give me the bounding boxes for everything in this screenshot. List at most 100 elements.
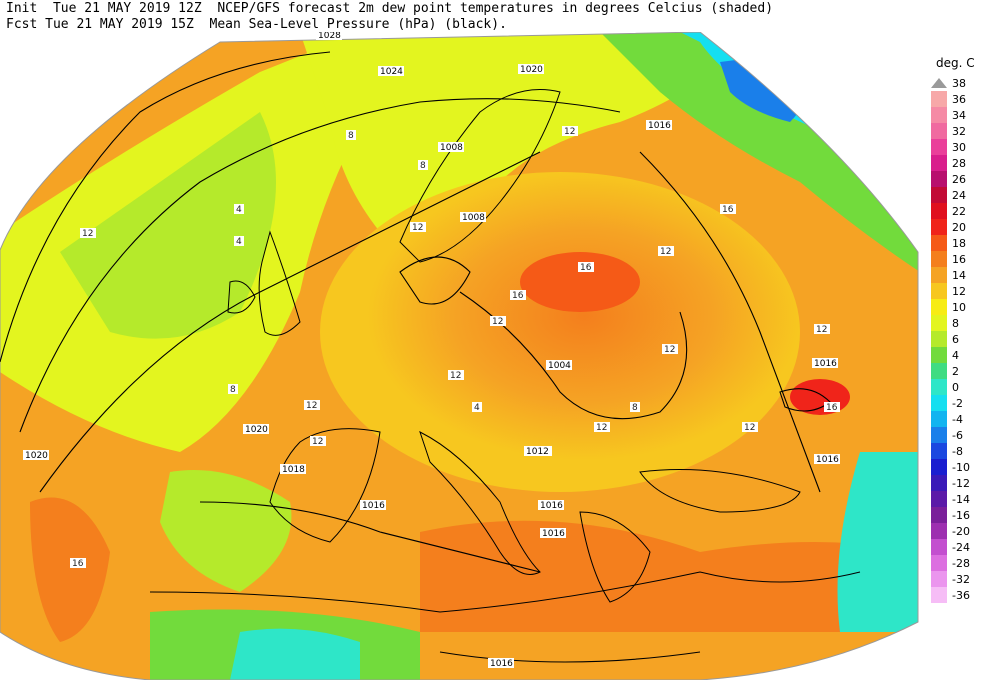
legend-swatch — [931, 411, 947, 427]
isobar-label: 1020 — [518, 64, 544, 75]
legend-label: 38 — [952, 77, 966, 90]
svg-text:1004: 1004 — [548, 361, 571, 371]
atlantic-green — [60, 112, 276, 339]
isobar-1008 — [399, 256, 471, 305]
isobar-labels: 1028 1024 1020 1020 1016 1012 1008 1004 1008 1016… — [23, 32, 840, 669]
legend-swatch — [931, 523, 947, 539]
legend-swatch — [931, 139, 947, 155]
legend-label: -4 — [952, 413, 963, 426]
dewpoint-label: 12 — [658, 246, 674, 257]
dewpoint-label: 8 — [228, 384, 238, 395]
legend-label: 34 — [952, 109, 966, 122]
dewpoint-label: 4 — [472, 402, 482, 413]
coast-scandinavia — [399, 89, 561, 263]
med-warm — [420, 520, 918, 632]
isobar-label: 1004 — [546, 360, 572, 371]
dewpoint-label: 12 — [490, 316, 506, 327]
isobar-label: 1016 — [360, 500, 386, 511]
dewpoint-label: 8 — [630, 402, 640, 413]
legend-label: 16 — [952, 253, 966, 266]
svg-text:4: 4 — [474, 403, 480, 413]
legend-swatch — [931, 123, 947, 139]
dewpoint-label: 12 — [304, 400, 320, 411]
dew-point-map-svg: 1028 1024 1020 1020 1016 1012 1008 1004 1008 1016… — [0, 32, 919, 680]
svg-text:1016: 1016 — [540, 501, 563, 511]
legend-label: 24 — [952, 189, 966, 202]
legend-label: -20 — [952, 525, 970, 538]
isobars — [0, 51, 831, 663]
legend-label: -8 — [952, 445, 963, 458]
isobar-label: 1016 — [540, 528, 566, 539]
svg-text:12: 12 — [312, 437, 323, 447]
coast-ireland — [227, 280, 256, 314]
svg-text:16: 16 — [512, 291, 524, 301]
isobar-1016-south — [439, 651, 701, 663]
svg-text:8: 8 — [348, 131, 354, 141]
legend-label: -36 — [952, 589, 970, 602]
forecast-time: Fcst Tue 21 MAY 2019 15Z — [6, 17, 194, 32]
color-legend: 38363432302826242220181614121086420-2-4-… — [931, 77, 970, 603]
isobar-1028 — [0, 51, 331, 363]
dewpoint-label: 12 — [310, 436, 326, 447]
legend-label: 4 — [952, 349, 959, 362]
isobar-label: 1016 — [646, 120, 672, 131]
dewpoint-label: 16 — [824, 402, 840, 413]
legend-swatch — [931, 347, 947, 363]
svg-text:12: 12 — [492, 317, 503, 327]
isobar-label: 1012 — [524, 446, 550, 457]
legend-label: -24 — [952, 541, 970, 554]
legend-label: -14 — [952, 493, 970, 506]
svg-text:12: 12 — [664, 345, 675, 355]
legend-label: 26 — [952, 173, 966, 186]
legend-swatch — [931, 283, 947, 299]
map-title: NCEP/GFS forecast 2m dew point temperatu… — [217, 1, 774, 16]
svg-text:12: 12 — [816, 325, 827, 335]
legend-swatch — [931, 395, 947, 411]
legend-swatch — [931, 203, 947, 219]
dewpoint-labels: 12 12 16 16 12 12 8 12 4 12 16 12 8 12 16 12 4 8 12 16 12 4 8 1… — [70, 126, 840, 569]
legend-label: 22 — [952, 205, 966, 218]
isobar-label: 1016 — [538, 500, 564, 511]
svg-text:12: 12 — [82, 229, 93, 239]
svg-text:4: 4 — [236, 237, 242, 247]
dewpoint-label: 12 — [562, 126, 578, 137]
isobar-label: 1018 — [280, 464, 306, 475]
svg-text:16: 16 — [580, 263, 592, 273]
dewpoint-label: 12 — [448, 370, 464, 381]
legend-swatch — [931, 459, 947, 475]
legend-label: 36 — [952, 93, 966, 106]
legend-swatch — [931, 299, 947, 315]
svg-text:16: 16 — [722, 205, 734, 215]
coast-africa — [149, 571, 861, 613]
legend-label: 20 — [952, 221, 966, 234]
legend-swatch — [931, 507, 947, 523]
coast-iberia — [269, 428, 381, 543]
svg-text:1020: 1020 — [25, 451, 48, 461]
dewpoint-label: 16 — [720, 204, 736, 215]
coast-greece — [579, 511, 651, 603]
dewpoint-label: 4 — [234, 236, 244, 247]
dewpoint-label: 8 — [346, 130, 356, 141]
svg-text:1024: 1024 — [380, 67, 403, 77]
dewpoint-label: 12 — [662, 344, 678, 355]
legend-label: 12 — [952, 285, 966, 298]
svg-text:12: 12 — [660, 247, 671, 257]
isobar-label: 1028 — [316, 32, 342, 41]
legend-label: 2 — [952, 365, 959, 378]
svg-text:1018: 1018 — [282, 465, 305, 475]
legend-swatch — [931, 267, 947, 283]
svg-text:8: 8 — [420, 161, 426, 171]
legend-label: -2 — [952, 397, 963, 410]
africa-cyan — [230, 628, 360, 680]
legend-swatch — [931, 555, 947, 571]
isobar-label: 1008 — [460, 212, 486, 223]
east-hotspot — [790, 379, 850, 415]
me-cyan — [837, 452, 918, 632]
legend-swatch — [931, 587, 947, 603]
legend-label: -12 — [952, 477, 970, 490]
legend-swatch — [931, 539, 947, 555]
dewpoint-label: 12 — [742, 422, 758, 433]
legend-swatch — [931, 331, 947, 347]
isobar-label: 1020 — [243, 424, 269, 435]
legend-swatch — [931, 379, 947, 395]
